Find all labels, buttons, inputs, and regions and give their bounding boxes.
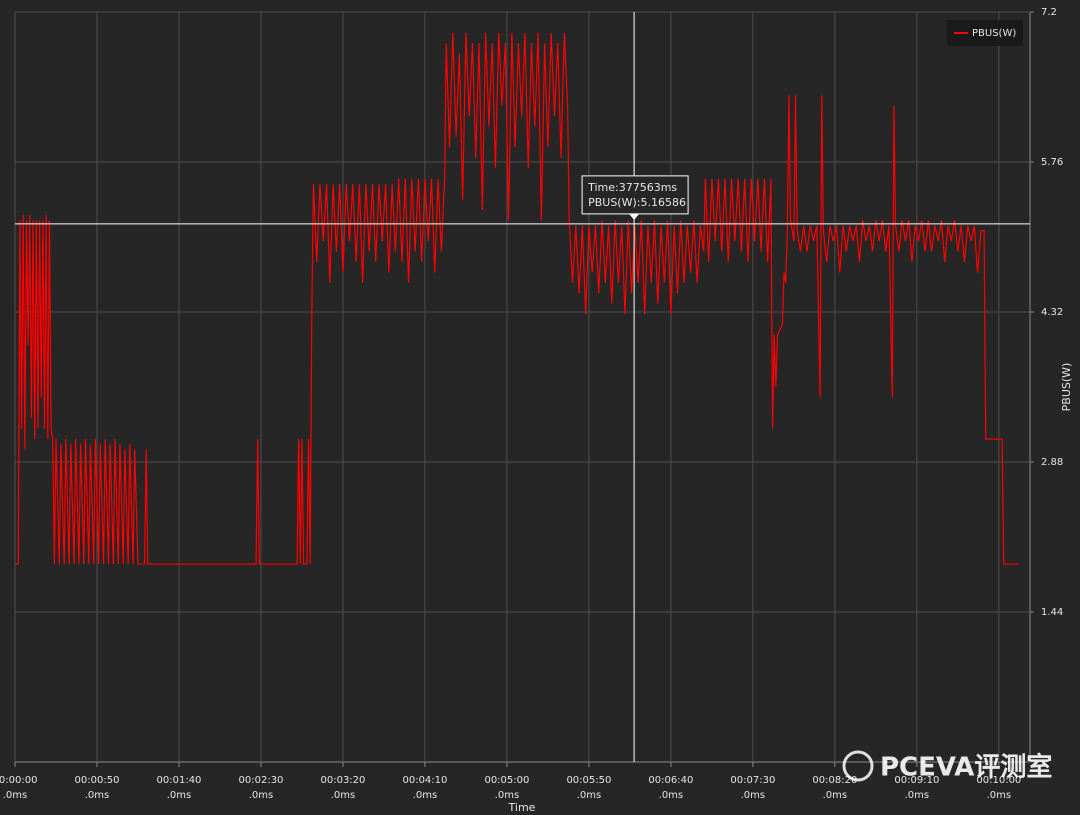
x-tick-label: .0ms — [823, 790, 848, 801]
x-tick-label: .0ms — [167, 790, 192, 801]
x-tick-label: 00:06:40 — [648, 775, 693, 786]
x-tick-label: .0ms — [987, 790, 1012, 801]
x-tick-label: .0ms — [331, 790, 356, 801]
x-tick-label: 00:04:10 — [402, 775, 447, 786]
x-tick-label: 00:10:00 — [976, 775, 1021, 786]
x-tick-label: 00:05:50 — [566, 775, 611, 786]
x-tick-label: 00:08:20 — [812, 775, 857, 786]
x-tick-label: .0ms — [659, 790, 684, 801]
x-tick-label: .0ms — [741, 790, 766, 801]
x-tick-label: 00:07:30 — [730, 775, 775, 786]
y-axis-label: PBUS(W) — [1060, 363, 1073, 412]
y-tick-label: 2.88 — [1041, 457, 1063, 468]
x-tick-label: .0ms — [577, 790, 602, 801]
x-tick-label: 00:05:00 — [484, 775, 529, 786]
y-tick-label: 7.2 — [1041, 7, 1057, 18]
legend-label: PBUS(W) — [972, 28, 1016, 39]
x-axis-label: Time — [508, 801, 536, 814]
watermark: PCEVA评测室 — [880, 752, 1052, 783]
x-tick-label: 00:01:40 — [157, 775, 202, 786]
tooltip-text: Time:377563ms — [587, 181, 677, 194]
legend: PBUS(W) — [947, 20, 1023, 46]
y-tick-label: 5.76 — [1041, 157, 1063, 168]
x-tick-label: 00:00:50 — [75, 775, 120, 786]
x-tick-label: .0ms — [905, 790, 930, 801]
data-line — [15, 32, 1019, 565]
y-tick-label: 4.32 — [1041, 307, 1063, 318]
y-tick-label: 1.44 — [1041, 607, 1063, 618]
tooltip-text: PBUS(W):5.16586 — [588, 196, 686, 209]
x-tick-label: .0ms — [413, 790, 438, 801]
x-tick-label: .0ms — [3, 790, 28, 801]
x-tick-label: 00:00:00 — [0, 775, 37, 786]
x-tick-label: .0ms — [495, 790, 520, 801]
x-tick-label: 00:03:20 — [320, 775, 365, 786]
x-tick-label: 00:09:10 — [894, 775, 939, 786]
watermark-icon — [842, 750, 874, 782]
tooltip-pointer — [629, 213, 640, 220]
x-tick-label: 00:02:30 — [239, 775, 284, 786]
x-tick-label: .0ms — [85, 790, 110, 801]
x-tick-label: .0ms — [249, 790, 274, 801]
